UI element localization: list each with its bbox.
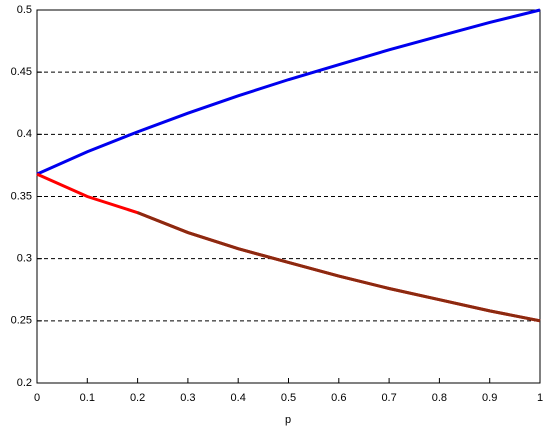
y-tick-label: 0.35 [11,190,32,202]
y-tick-label: 0.45 [11,66,32,78]
x-tick-label: 1 [537,392,543,404]
x-tick-label: 0.1 [80,392,95,404]
x-tick-label: 0.2 [130,392,145,404]
y-tick-label: 0.25 [11,315,32,327]
y-tick-label: 0.2 [17,377,32,389]
line-series [36,8,541,176]
x-axis-label: p [285,414,291,426]
y-tick-label: 0.3 [17,253,32,265]
x-tick-label: 0.3 [180,392,195,404]
y-tick-label: 0.5 [17,4,32,16]
x-tick-label: 0.7 [381,392,396,404]
x-tick-label: 0.8 [432,392,447,404]
x-tick-label: 0.4 [231,392,246,404]
x-tick-label: 0.6 [331,392,346,404]
plot-frame [36,9,541,384]
x-tick-label: 0.5 [281,392,296,404]
x-tick-label: 0.9 [482,392,497,404]
x-tick-label: 0 [34,392,40,404]
line-series [137,211,541,323]
y-tick-label: 0.4 [17,128,32,140]
